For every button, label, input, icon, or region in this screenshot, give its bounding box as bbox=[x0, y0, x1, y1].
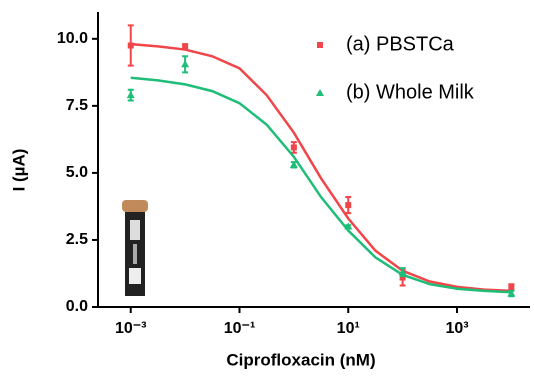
data-point bbox=[126, 91, 135, 99]
y-tick-label: 2.5 bbox=[66, 231, 88, 248]
y-axis-label: I (µA) bbox=[9, 149, 28, 192]
data-point bbox=[182, 43, 189, 50]
fit-curve bbox=[130, 76, 512, 294]
inset-icon bbox=[122, 200, 148, 296]
x-axis-label: Ciprofloxacin (nM) bbox=[226, 350, 375, 369]
data-point bbox=[289, 160, 298, 168]
legend-marker bbox=[316, 89, 324, 96]
data-point bbox=[398, 268, 407, 276]
x-tick-label: 10¹ bbox=[337, 320, 360, 337]
x-tick-label: 10³ bbox=[445, 320, 468, 337]
y-tick-label: 0.0 bbox=[66, 298, 88, 315]
data-point bbox=[344, 222, 353, 230]
fit-curve bbox=[130, 42, 512, 293]
y-tick-label: 7.5 bbox=[66, 97, 88, 114]
data-point bbox=[290, 144, 297, 151]
y-tick-label: 5.0 bbox=[66, 164, 88, 181]
y-tick-label: 10.0 bbox=[57, 30, 88, 47]
data-point bbox=[345, 202, 352, 209]
data-point bbox=[507, 289, 516, 297]
data-point bbox=[127, 42, 134, 49]
legend-marker bbox=[317, 42, 323, 48]
legend-label: (b) Whole Milk bbox=[346, 81, 475, 103]
x-tick-label: 10⁻³ bbox=[115, 320, 147, 337]
data-point bbox=[399, 274, 406, 281]
data-point bbox=[181, 60, 190, 68]
x-tick-label: 10⁻¹ bbox=[224, 320, 256, 337]
legend-label: (a) PBSTCa bbox=[346, 33, 455, 55]
data-point bbox=[508, 283, 515, 290]
